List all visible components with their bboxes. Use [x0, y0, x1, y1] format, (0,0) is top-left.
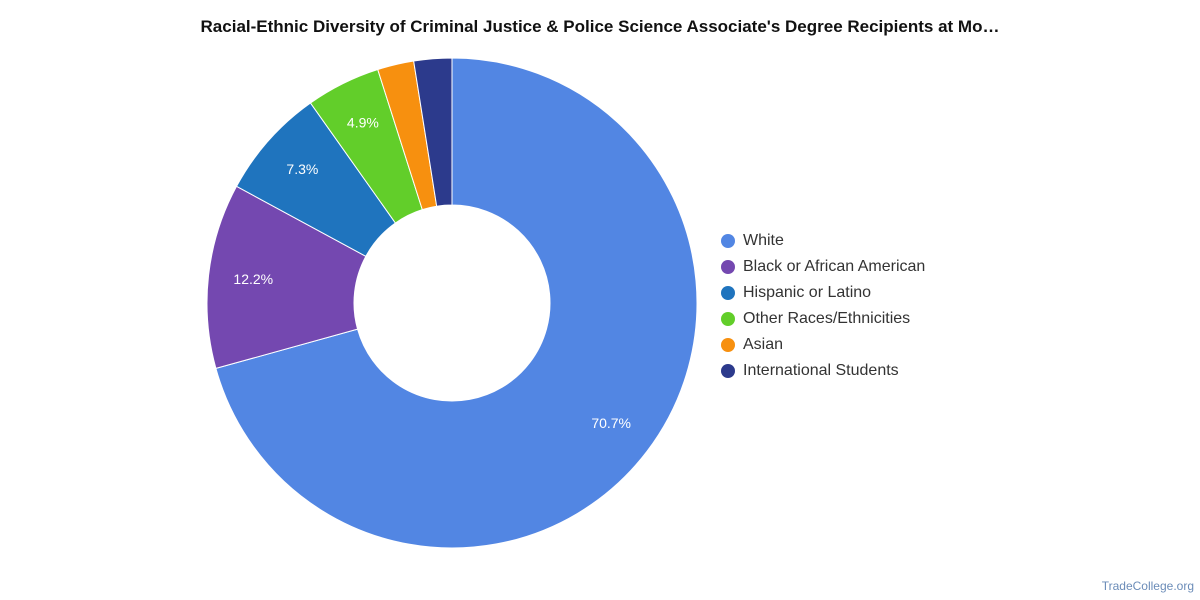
chart-title: Racial-Ethnic Diversity of Criminal Just… [200, 17, 1000, 36]
legend-item-white[interactable]: White [721, 228, 1141, 254]
slice-black-or-african-american [206, 185, 367, 370]
legend-swatch [721, 286, 735, 300]
legend-label: Asian [743, 336, 784, 353]
donut-slices [206, 57, 698, 549]
legend-label: Black or African American [743, 258, 926, 275]
watermark: TradeCollege.org [1101, 579, 1194, 593]
legend-swatch [721, 364, 735, 378]
slice-label-white: 70.7% [591, 415, 631, 431]
legend-swatch [721, 338, 735, 352]
slice-label-hispanic-or-latino: 7.3% [286, 161, 318, 177]
slice-labels: 70.7% 12.2% 7.3% 4.9% [233, 115, 631, 431]
legend-label: Hispanic or Latino [743, 284, 872, 301]
slice-label-other-races-ethnicities: 4.9% [347, 115, 379, 131]
legend-item-hispanic-or-latino[interactable]: Hispanic or Latino [721, 280, 1141, 306]
legend-item-international-students[interactable]: International Students [721, 358, 1141, 384]
legend-swatch [721, 312, 735, 326]
slice-label-black-or-african-american: 12.2% [233, 271, 273, 287]
slice-international-students [413, 57, 453, 207]
legend-label: International Students [743, 362, 899, 379]
legend-swatch [721, 234, 735, 248]
legend-item-other-races-ethnicities[interactable]: Other Races/Ethnicities [721, 306, 1141, 332]
slice-white [215, 57, 698, 549]
legend-item-asian[interactable]: Asian [721, 332, 1141, 358]
chart-legend: White Black or African American Hispanic o… [721, 228, 1141, 384]
legend-label: Other Races/Ethnicities [743, 310, 911, 327]
legend-item-black-or-african-american[interactable]: Black or African American [721, 254, 1141, 280]
legend-label: White [743, 232, 784, 249]
legend-swatch [721, 260, 735, 274]
